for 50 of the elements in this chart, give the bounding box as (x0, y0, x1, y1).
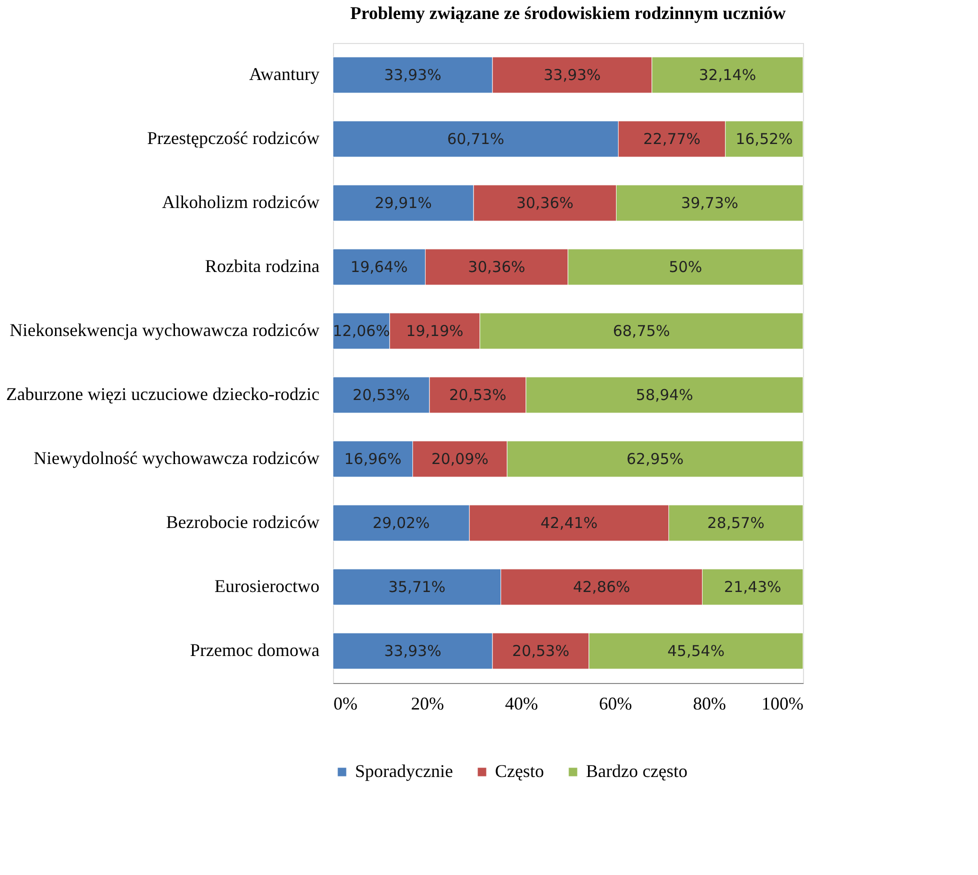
data-label: 28,57% (707, 514, 764, 532)
data-label: 60,71% (447, 130, 504, 148)
chart-title: Problemy związane ze środowiskiem rodzinnym uczniów (350, 3, 786, 23)
data-label: 16,96% (344, 450, 402, 468)
data-label: 29,02% (372, 514, 430, 532)
y-tick-label: Awantury (249, 64, 320, 84)
x-tick-label: 0% (334, 694, 358, 714)
data-label: 20,09% (431, 450, 489, 468)
data-label: 68,75% (612, 322, 670, 340)
data-label: 30,36% (468, 258, 526, 276)
data-label: 20,53% (512, 642, 570, 660)
data-label: 42,86% (572, 578, 630, 596)
data-label: 19,19% (406, 322, 464, 340)
data-label: 50% (668, 258, 702, 276)
y-tick-label: Niekonsekwencja wychowawcza rodziców (10, 320, 320, 340)
data-label: 32,14% (698, 66, 756, 84)
data-label: 33,93% (544, 66, 601, 84)
data-label: 42,41% (540, 514, 598, 532)
y-tick-label: Rozbita rodzina (205, 256, 320, 276)
data-label: 19,64% (350, 258, 408, 276)
data-label: 33,93% (384, 66, 442, 84)
y-tick-label: Alkoholizm rodziców (162, 192, 320, 212)
legend-label: Bardzo często (586, 761, 688, 781)
data-label: 35,71% (388, 578, 446, 596)
data-label: 20,53% (352, 386, 410, 404)
data-label: 45,54% (667, 642, 725, 660)
data-label: 30,36% (516, 194, 574, 212)
x-tick-label: 40% (505, 694, 538, 714)
data-label: 16,52% (736, 130, 793, 148)
y-tick-label: Przestępczość rodziców (147, 128, 320, 148)
y-tick-label: Przemoc domowa (190, 640, 320, 660)
x-tick-label: 100% (762, 694, 804, 714)
x-tick-label: 20% (411, 694, 444, 714)
data-label: 39,73% (681, 194, 738, 212)
data-label: 20,53% (449, 386, 506, 404)
y-tick-label: Bezrobocie rodziców (166, 512, 320, 532)
data-label: 12,06% (332, 322, 390, 340)
y-tick-label: Zaburzone więzi uczuciowe dziecko-rodzic (6, 384, 320, 404)
data-label: 21,43% (724, 578, 782, 596)
x-tick-label: 80% (693, 694, 726, 714)
y-tick-label: Niewydolność wychowawcza rodziców (34, 448, 320, 468)
legend-label: Często (495, 761, 544, 781)
data-label: 58,94% (636, 386, 694, 404)
y-tick-label: Eurosieroctwo (214, 576, 320, 596)
data-label: 22,77% (643, 130, 700, 148)
x-tick-label: 60% (599, 694, 632, 714)
data-label: 29,91% (374, 194, 432, 212)
data-label: 62,95% (626, 450, 684, 468)
legend-label: Sporadycznie (355, 761, 453, 781)
data-label: 33,93% (384, 642, 442, 660)
